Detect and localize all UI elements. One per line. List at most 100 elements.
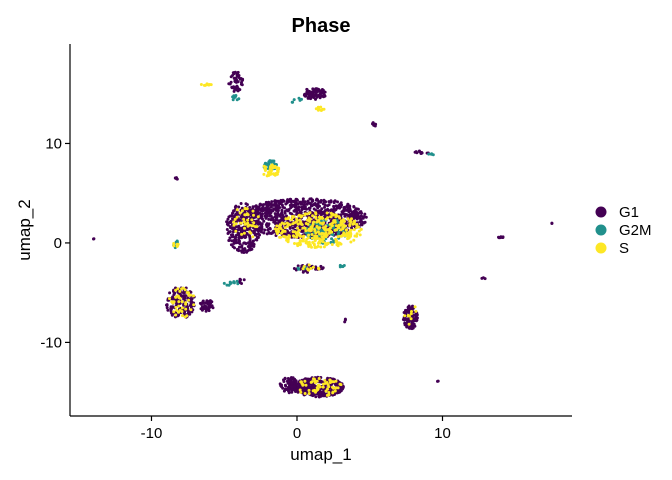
x-tick-label: 10	[434, 425, 451, 442]
point-g1	[307, 206, 311, 210]
point-s	[187, 293, 191, 297]
point-g1	[273, 202, 277, 206]
point-g1	[282, 389, 286, 393]
point-s	[318, 241, 322, 245]
point-g1	[268, 203, 272, 207]
point-s	[192, 303, 196, 307]
point-g1	[287, 387, 291, 391]
point-g1	[247, 227, 251, 231]
point-s	[240, 209, 244, 213]
point-g1	[295, 212, 299, 216]
point-s	[246, 218, 250, 222]
point-s	[311, 214, 315, 218]
point-s	[359, 227, 363, 231]
point-s	[308, 211, 312, 215]
y-tick-label: 0	[54, 235, 62, 252]
point-s	[234, 229, 238, 233]
point-g1	[361, 215, 365, 219]
point-g1	[169, 305, 173, 309]
point-s	[336, 226, 340, 229]
point-s	[309, 267, 313, 270]
point-g1	[247, 234, 251, 237]
point-g1	[323, 203, 327, 207]
point-s	[324, 224, 328, 228]
point-g1	[363, 212, 367, 216]
legend-label-g1: G1	[619, 204, 639, 221]
point-g1	[242, 248, 245, 252]
point-g1	[262, 231, 266, 235]
point-g1	[235, 85, 239, 89]
point-g1	[228, 236, 232, 240]
point-s	[251, 235, 255, 239]
point-s	[283, 226, 287, 230]
point-s	[174, 288, 178, 292]
point-g1	[260, 203, 264, 207]
point-s	[301, 267, 305, 271]
point-s	[293, 242, 296, 245]
point-s	[307, 245, 311, 248]
point-s	[180, 300, 184, 304]
point-g1	[170, 311, 173, 315]
point-s	[181, 286, 185, 290]
point-g1	[242, 229, 246, 233]
point-g1	[251, 240, 255, 243]
point-g1	[313, 385, 316, 389]
point-s	[328, 378, 332, 382]
point-s	[299, 221, 303, 225]
point-g1	[343, 320, 347, 324]
point-g1	[411, 314, 415, 317]
point-g1	[301, 270, 305, 274]
point-s	[278, 223, 282, 227]
point-g1	[343, 206, 346, 210]
point-s	[270, 169, 274, 172]
point-g1	[207, 309, 211, 313]
point-s	[177, 310, 181, 314]
point-s	[311, 241, 315, 244]
point-g1	[248, 210, 252, 214]
point-s	[307, 263, 311, 267]
point-s	[410, 310, 413, 313]
point-s	[327, 385, 331, 389]
point-s	[320, 235, 324, 239]
point-s	[282, 222, 286, 226]
point-g1	[284, 202, 288, 206]
point-s	[352, 238, 356, 242]
point-s	[302, 265, 306, 268]
point-g1	[373, 124, 377, 128]
point-s	[298, 218, 302, 222]
point-g1	[480, 276, 484, 280]
x-tick-label: 0	[293, 425, 301, 442]
point-g2m	[297, 267, 301, 271]
point-s	[330, 243, 334, 246]
point-g1	[175, 177, 179, 181]
point-g2m	[304, 231, 308, 235]
point-s	[248, 230, 252, 234]
point-s	[314, 107, 318, 111]
point-g1	[293, 208, 297, 212]
point-g1	[406, 307, 410, 311]
point-s	[314, 216, 318, 220]
point-g1	[282, 216, 286, 220]
point-g2m	[319, 228, 323, 232]
point-g1	[261, 209, 265, 212]
point-g1	[293, 385, 297, 388]
point-g1	[293, 224, 297, 228]
point-s	[297, 241, 301, 245]
point-g2m	[269, 160, 273, 164]
point-g1	[288, 225, 292, 229]
point-g1	[273, 199, 277, 203]
point-g1	[269, 205, 273, 209]
point-s	[187, 298, 191, 302]
point-g1	[256, 205, 260, 209]
point-g1	[264, 206, 268, 210]
point-g1	[254, 213, 258, 217]
point-g1	[189, 290, 193, 294]
point-g1	[240, 245, 244, 249]
point-g1	[239, 77, 243, 80]
point-s	[358, 233, 362, 237]
point-g1	[235, 88, 239, 92]
point-g1	[239, 215, 243, 219]
point-s	[336, 244, 340, 248]
point-g1	[359, 217, 363, 221]
point-g1	[254, 221, 258, 224]
